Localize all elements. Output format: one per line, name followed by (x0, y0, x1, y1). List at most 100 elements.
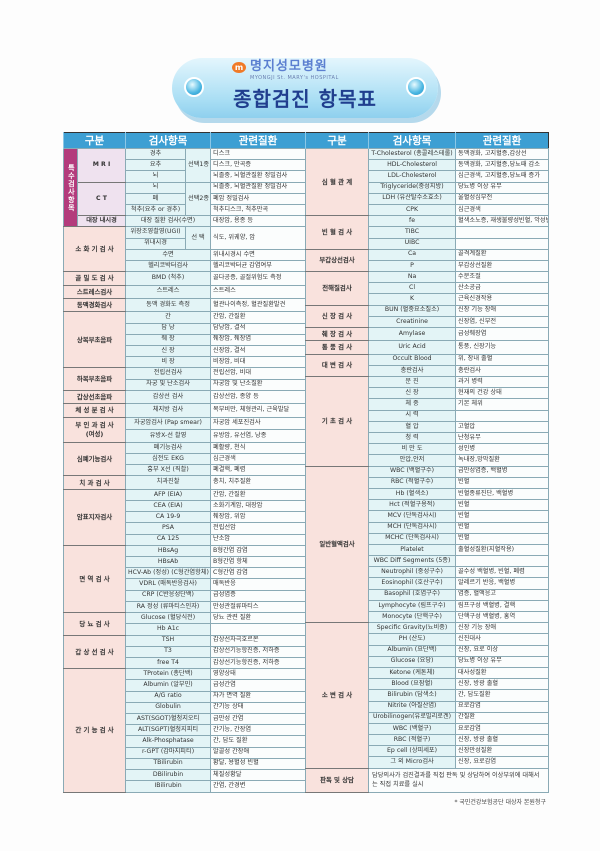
related-disease: 심근경색 (210, 453, 307, 466)
related-disease (455, 226, 550, 239)
exam-category: 일반혈액검사 (304, 465, 370, 624)
table-row: 신 장 신장암, 결석 (64, 344, 307, 358)
related-disease: 녹내장,망막질환 (455, 454, 550, 467)
exam-item: Albumin (요단백) (368, 644, 457, 657)
table-row: 안압,안저 녹내장,망막질환 (306, 454, 550, 467)
related-disease: 난소암 (210, 533, 307, 546)
exam-category: 동맥경화검사 (62, 297, 127, 313)
related-disease: 동맥경화, 고지혈증,당뇨때 감소 (455, 159, 550, 172)
related-disease: 간암, 간질환 (210, 488, 307, 502)
exam-item: 시 력 (368, 409, 457, 422)
table-row: CRP (C반응성단백) 급성염증 (64, 589, 307, 602)
table-row: MCV (단독검사시) 빈혈 (306, 510, 550, 523)
table-row: Triglyceride(중성지방) 당뇨병 이상 유무 (306, 181, 550, 194)
table-row: 간 기 능 검 사 TProtein (총단백) 영양상태 (62, 668, 307, 793)
exam-item: 경추 (125, 147, 187, 161)
exam-category: 판독 및 상담 (304, 768, 370, 793)
related-disease: 뇌졸중, 뇌혈관질환 정밀검사 (210, 170, 307, 183)
related-disease: 영양상태 (210, 668, 307, 681)
related-disease: 골수성 백혈병, 빈혈, 폐렴 (455, 566, 550, 579)
table-row: 면 역 검 사 HBsAg B형간염 감염 (62, 544, 307, 614)
exam-category: 부갑상선검사 (304, 248, 370, 273)
exam-item: Occult Blood (368, 353, 457, 366)
exam-item: Monocyte (단핵구수) (368, 611, 457, 624)
related-disease: 신장, 요로 이상 (455, 644, 550, 657)
table-row: 췌 장 검 사 Amylase 급성췌장염 (304, 326, 550, 342)
exam-category: 대장 내시경 (76, 215, 127, 228)
related-disease: 대사성질환 (455, 666, 550, 680)
related-disease (455, 555, 550, 568)
exam-item: 혈 압 (368, 420, 457, 434)
exam-item: Glucose (요당) (368, 655, 457, 668)
related-disease: 울혈성심부전 (455, 192, 550, 205)
exam-item: Bilirubin (담색소) (368, 689, 457, 702)
related-disease: 간기능, 간장염 (210, 724, 307, 737)
related-disease: 혈색소노증, 재생불량성빈혈, 악성빈혈 (455, 215, 550, 228)
related-disease: 기본 체위 (455, 398, 550, 411)
exam-item: fe (368, 215, 457, 228)
related-disease: 자가 면역 질환 (210, 690, 307, 703)
table-row: 치 과 검 사 치과진찰 충치, 치주질환 (62, 475, 307, 490)
exam-item: DBilirubin (125, 768, 212, 782)
related-disease: 신장만성질환 (455, 745, 550, 758)
exam-item: Hb (혈색소) (368, 487, 457, 501)
exam-item: 청 력 (368, 432, 457, 445)
table-row: Platelet 출혈성질환(지혈작용) (306, 543, 550, 557)
exam-item: 척추(요추 or 경추) (125, 204, 187, 217)
table-row: 판독 및 상담 담당의사가 검진결과를 직접 판독 및 상담하여 이상부위에 대해… (304, 768, 550, 793)
logo-mark-icon: m (232, 61, 246, 73)
table-row: free T4 갑상선기능항진증, 저하증 (64, 656, 307, 670)
table-row: 소 화 기 검 사 위장조영촬영(UGI) 선 택 식도, 위궤양, 암 (62, 226, 307, 273)
column-header-item: 검사항목 (368, 132, 456, 149)
related-disease: 체질성황달 (210, 768, 307, 782)
exam-category: 면 역 검 사 (62, 544, 127, 614)
exam-category: 전해질검사 (304, 271, 370, 306)
exam-item: CEA (EIA) (125, 500, 212, 513)
exam-item: IBilirubin (125, 780, 212, 793)
related-disease: 갑상선자극호르몬 (210, 634, 307, 647)
exam-item: Ketone (케톤체) (368, 666, 457, 680)
related-disease: 신장 기능 장애 (455, 304, 550, 317)
exam-category: 당 뇨 검 사 (62, 612, 127, 636)
related-disease: 위내시경시 수면 (210, 248, 307, 262)
related-disease: 염증, 혈액응고 (455, 588, 550, 601)
related-disease: 성인병 (455, 443, 550, 456)
related-disease: 단핵구성 백혈병, 홍역 (455, 611, 550, 624)
exam-item: Cl (368, 282, 457, 295)
exam-item: 신 장 (368, 387, 457, 400)
exam-item: UIBC (368, 237, 457, 250)
table-row: 시 력 (306, 409, 550, 422)
related-disease: 식도, 위궤양, 암 (210, 226, 307, 250)
exam-category: 소 화 기 검 사 (62, 226, 127, 273)
related-disease: 폐활량, 천식 (210, 441, 307, 455)
table-row: Ep cell (상피세포) 신장만성질환 (306, 745, 550, 758)
exam-item: Amylase (368, 326, 457, 342)
related-disease: 폐결핵, 폐렴 (210, 464, 307, 477)
exam-item: BMD (척추) (125, 271, 212, 286)
exam-item: P (368, 259, 457, 273)
exam-item: 갑상선 검사 (125, 389, 212, 405)
exam-item: 위내시경 (125, 237, 187, 250)
exam-item: WBC Diff Segments (5종) (368, 555, 457, 568)
checkup-table-right: 구분 검사항목 관련질환 심 혈 관 계 T-Cholesterol (총콜레스테… (304, 132, 550, 793)
related-disease: 간, 담도질환 (455, 689, 550, 702)
hospital-name-en: MYONGJI St. MARY's HOSPITAL (250, 75, 339, 81)
table-row: 심 혈 관 계 T-Cholesterol (총콜레스테롤) 동맥경화, 고지혈증,… (304, 147, 550, 217)
exam-item: 수면 (125, 248, 212, 262)
table-row: TIBC (306, 226, 550, 239)
hospital-logo: m 명지성모병원 (232, 60, 328, 74)
table-row: 상복부초음파 간 간암, 간질환 (62, 311, 307, 369)
related-disease: 산소공급 (455, 282, 550, 295)
related-disease: 췌장암, 위암 (210, 511, 307, 524)
table-row: Albumin (요단백) 신장, 요로 이상 (306, 644, 550, 657)
exam-item: LDL-Cholesterol (368, 170, 457, 183)
table-row: T3 갑상선기능항진증, 저하증 (64, 645, 307, 658)
exam-item: 안압,안저 (368, 454, 457, 467)
exam-item: HCV-Ab (정성) (C형간염항체) (125, 567, 212, 580)
exam-item: CPK (368, 203, 457, 217)
related-disease: 동맥경화, 고지혈증,갑상선 (455, 147, 550, 161)
exam-item: 동맥 경화도 측정 (125, 297, 212, 313)
exam-category: 통 풍 검 사 (304, 340, 370, 355)
exam-item: RBC (적혈구수) (368, 476, 457, 489)
exam-item: Ca (368, 248, 457, 261)
